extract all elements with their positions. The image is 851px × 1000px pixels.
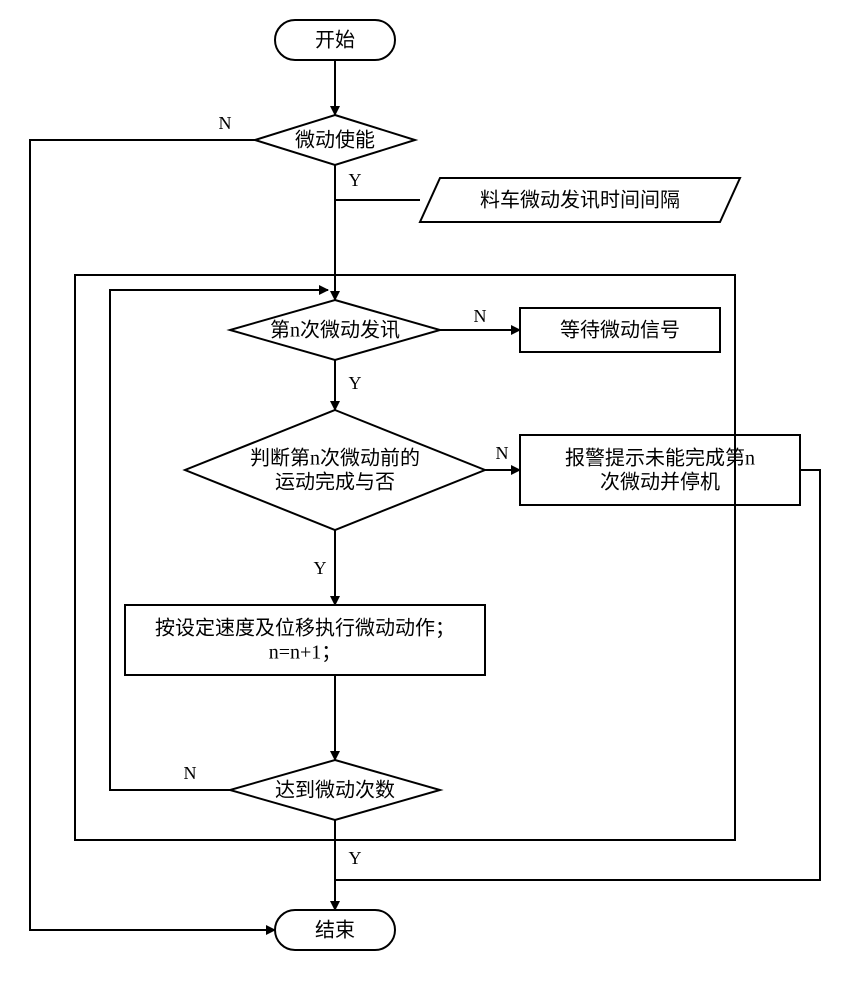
wait-label: 等待微动信号 [560,319,680,342]
start-label: 开始 [315,29,355,52]
end-label: 结束 [315,919,355,942]
enable-no-label: N [219,113,232,133]
nth-no-label: N [474,306,487,326]
judge-yes-label: Y [314,558,327,578]
edge-reach-no [110,290,328,790]
alarm-label-1: 报警提示未能完成第n [565,447,755,470]
enable-label: 微动使能 [295,129,375,152]
edge-enable-no [30,140,275,930]
interval-label: 料车微动发讯时间间隔 [480,189,680,212]
exec-label-1: 按设定速度及位移执行微动动作； [155,617,455,640]
judge-no-label: N [496,443,509,463]
enable-yes-label: Y [349,170,362,190]
judge-node [185,410,485,530]
alarm-label-2: 次微动并停机 [600,471,720,494]
reach-no-label: N [184,763,197,783]
nth-yes-label: Y [349,373,362,393]
reach-count-label: 达到微动次数 [275,779,395,802]
judge-label-2: 运动完成与否 [275,471,395,494]
exec-label-2: n=n+1； [269,642,342,664]
loop-box [75,275,735,840]
reach-yes-label: Y [349,848,362,868]
alarm-node [520,435,800,505]
exec-node [125,605,485,675]
judge-label-1: 判断第n次微动前的 [250,447,420,470]
nth-signal-label: 第n次微动发讯 [270,319,400,342]
